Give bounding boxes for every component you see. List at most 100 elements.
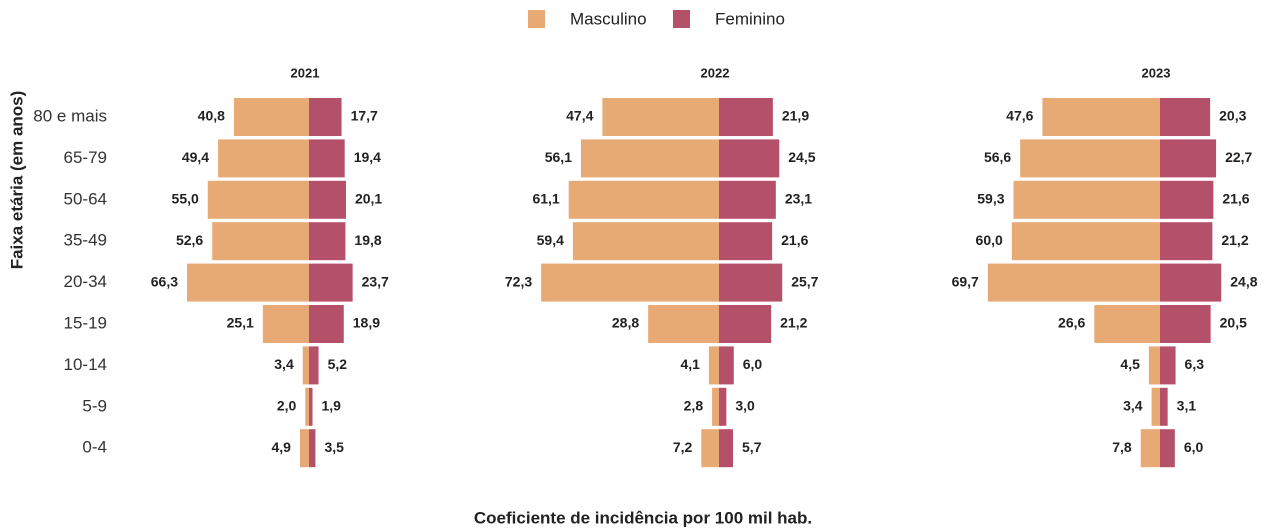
bar xyxy=(719,222,773,261)
value-label: 40,8 xyxy=(198,108,225,124)
value-label: 66,3 xyxy=(151,273,178,289)
bar xyxy=(1160,139,1217,178)
bar xyxy=(1042,98,1160,136)
bar xyxy=(1013,180,1160,219)
value-label: 21,2 xyxy=(780,315,807,331)
value-label: 4,9 xyxy=(272,439,292,455)
value-label: 20,3 xyxy=(1219,108,1246,124)
value-label: 5,2 xyxy=(328,356,348,372)
bar xyxy=(708,346,719,385)
value-label: 56,1 xyxy=(545,149,572,165)
value-label: 2,8 xyxy=(684,398,704,414)
value-label: 47,4 xyxy=(566,108,593,124)
value-label: 23,1 xyxy=(785,191,812,207)
bar xyxy=(305,387,309,426)
bar xyxy=(309,429,316,468)
bar xyxy=(187,263,309,302)
value-label: 59,4 xyxy=(537,232,564,248)
bar xyxy=(580,139,719,178)
bar xyxy=(1160,387,1168,426)
bar xyxy=(299,429,309,468)
bar xyxy=(1160,222,1213,261)
bar xyxy=(1094,305,1160,343)
legend-label: Masculino xyxy=(570,9,647,28)
bar xyxy=(719,180,776,219)
y-tick-label: 80 e mais xyxy=(33,106,107,125)
value-label: 7,8 xyxy=(1112,439,1132,455)
value-label: 5,7 xyxy=(742,439,762,455)
bar xyxy=(987,263,1160,302)
bar xyxy=(719,387,727,426)
value-label: 6,0 xyxy=(743,356,763,372)
bar xyxy=(1160,305,1211,343)
value-label: 3,1 xyxy=(1177,398,1197,414)
bar xyxy=(309,346,319,385)
panel-title: 2022 xyxy=(701,65,730,80)
y-tick-label: 10-14 xyxy=(64,355,107,374)
bar xyxy=(309,180,346,219)
bar xyxy=(712,387,719,426)
value-label: 25,1 xyxy=(227,315,254,331)
value-label: 3,5 xyxy=(324,439,344,455)
value-label: 21,6 xyxy=(1222,191,1249,207)
legend-swatch xyxy=(673,10,690,28)
value-label: 19,4 xyxy=(354,149,381,165)
x-axis-label: Coeficiente de incidência por 100 mil ha… xyxy=(474,508,812,527)
bar xyxy=(1160,429,1175,468)
value-label: 21,6 xyxy=(781,232,808,248)
bar xyxy=(1160,263,1222,302)
bar xyxy=(1140,429,1160,468)
bar xyxy=(309,98,342,136)
value-label: 52,6 xyxy=(176,232,203,248)
value-label: 24,5 xyxy=(788,149,815,165)
value-label: 3,0 xyxy=(735,398,755,414)
bar xyxy=(719,346,734,385)
bar xyxy=(648,305,719,343)
bar xyxy=(1151,387,1160,426)
bar xyxy=(1020,139,1160,178)
bar xyxy=(218,139,309,178)
y-tick-label: 20-34 xyxy=(64,272,107,291)
value-label: 56,6 xyxy=(984,149,1011,165)
bar xyxy=(719,263,783,302)
bar xyxy=(602,98,719,136)
value-label: 17,7 xyxy=(351,108,378,124)
value-label: 21,9 xyxy=(782,108,809,124)
legend-label: Feminino xyxy=(715,9,785,28)
value-label: 49,4 xyxy=(182,149,209,165)
bar xyxy=(701,429,719,468)
y-tick-label: 50-64 xyxy=(64,189,107,208)
value-label: 19,8 xyxy=(354,232,381,248)
bar xyxy=(1160,98,1211,136)
value-label: 4,5 xyxy=(1120,356,1140,372)
legend-swatch xyxy=(528,10,545,28)
value-label: 26,6 xyxy=(1058,315,1085,331)
value-label: 4,1 xyxy=(680,356,700,372)
bar xyxy=(302,346,309,385)
y-tick-label: 65-79 xyxy=(64,148,107,167)
bar xyxy=(309,139,345,178)
bar xyxy=(1160,180,1214,219)
bar xyxy=(1011,222,1160,261)
value-label: 3,4 xyxy=(1123,398,1143,414)
value-label: 2,0 xyxy=(277,398,297,414)
panel-title: 2023 xyxy=(1142,65,1171,80)
value-label: 47,6 xyxy=(1006,108,1033,124)
value-label: 59,3 xyxy=(977,191,1004,207)
bar xyxy=(309,305,344,343)
bar xyxy=(309,222,346,261)
bar xyxy=(233,98,309,136)
bar xyxy=(719,429,734,468)
value-label: 24,8 xyxy=(1230,273,1257,289)
value-label: 3,4 xyxy=(274,356,294,372)
value-label: 20,1 xyxy=(355,191,382,207)
y-tick-label: 15-19 xyxy=(64,313,107,332)
panel-title: 2021 xyxy=(291,65,320,80)
y-tick-label: 5-9 xyxy=(82,396,107,415)
bar xyxy=(719,98,773,136)
value-label: 1,9 xyxy=(321,398,341,414)
value-label: 18,9 xyxy=(353,315,380,331)
value-label: 7,2 xyxy=(673,439,693,455)
bar xyxy=(1160,346,1176,385)
